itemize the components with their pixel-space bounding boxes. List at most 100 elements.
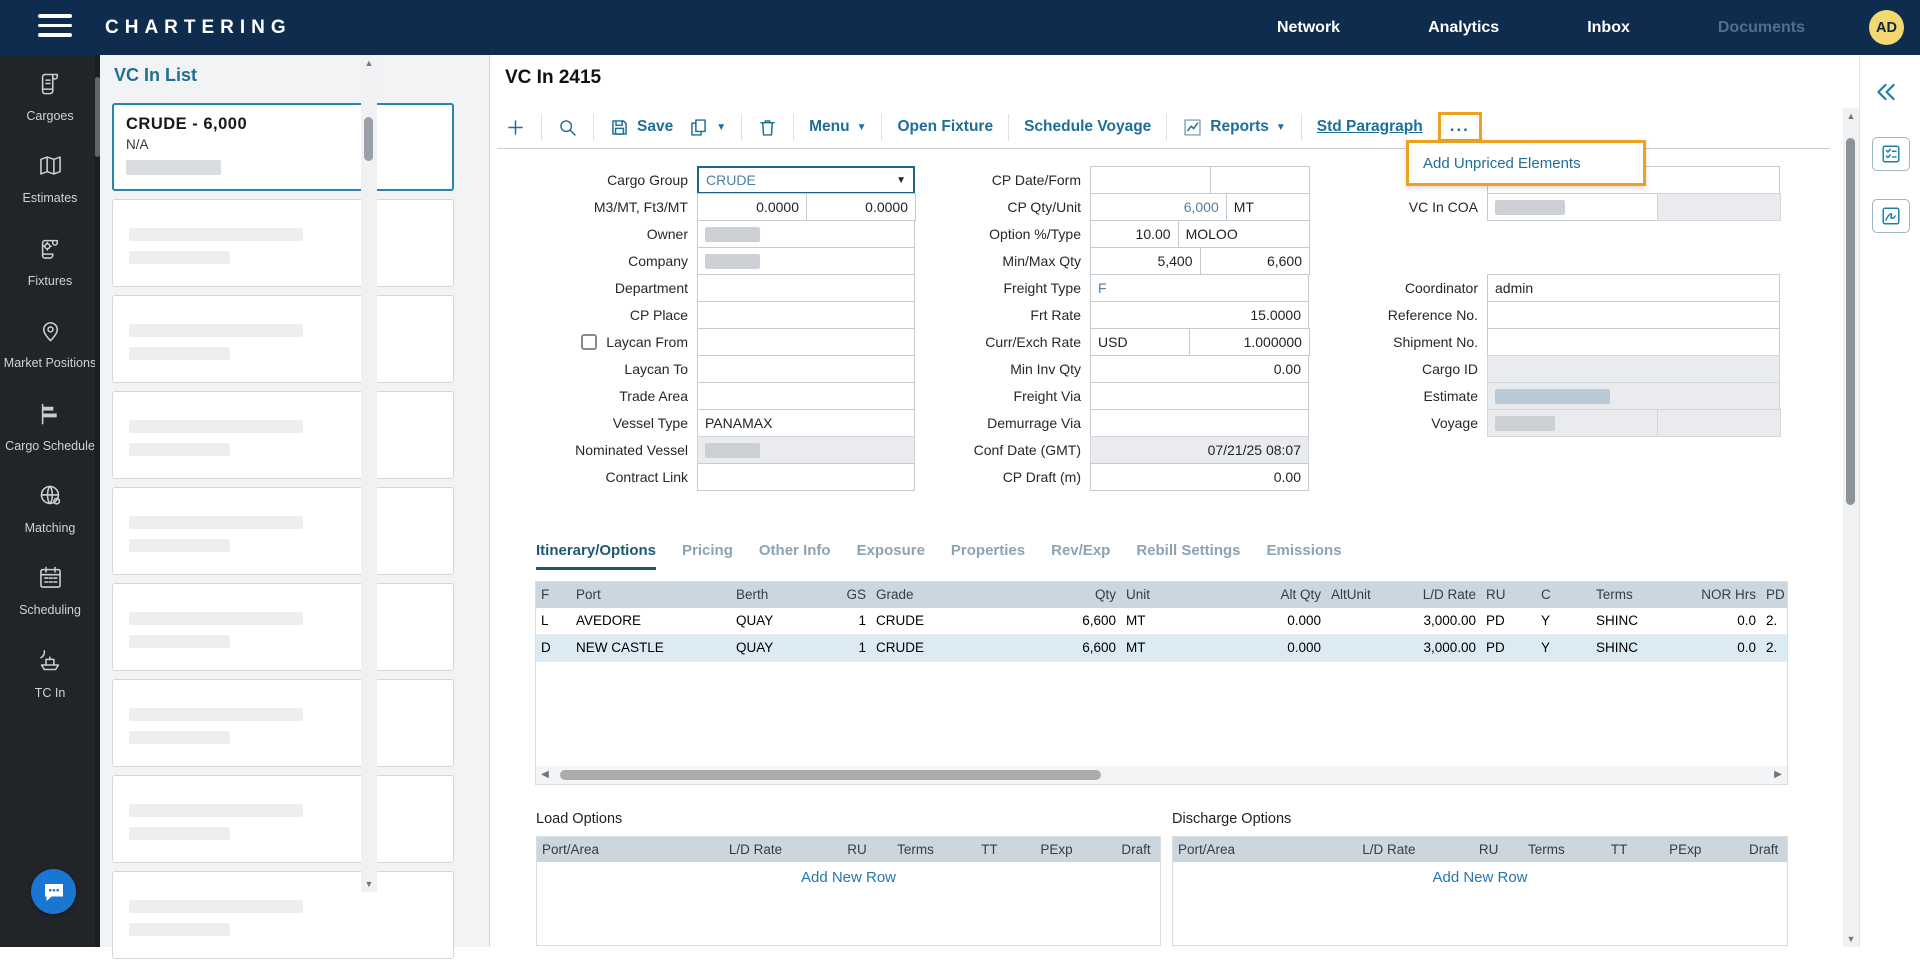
scroll-down-arrow[interactable]: ▼ [1846,934,1856,944]
field-cell-contract-link[interactable] [697,463,915,491]
column-header-alt-qty[interactable]: Alt Qty [1280,587,1321,602]
scroll-down-arrow[interactable]: ▼ [364,879,374,889]
sidebar-item-fixtures[interactable]: Fixtures [0,220,100,302]
sidebar-item-cargoes[interactable]: Cargoes [0,55,100,137]
itinerary-row[interactable]: L AVEDORE QUAY 1 CRUDE 6,600 MT 0.000 3,000.00 PD… [536,608,1787,635]
checklist-icon[interactable] [1872,137,1910,171]
main-scrollbar-thumb[interactable] [1846,138,1855,505]
scroll-left-arrow[interactable]: ◀ [541,769,549,780]
tab-other-info[interactable]: Other Info [758,542,831,559]
field-cell-trade-area[interactable] [697,382,915,410]
vc-card-placeholder[interactable] [112,487,454,575]
field-cell-reference-no[interactable] [1487,301,1780,329]
nav-item-inbox[interactable]: Inbox [1587,18,1630,36]
column-header-nor-hrs[interactable]: NOR Hrs [1701,587,1756,602]
std-paragraph-button[interactable]: Std Paragraph [1316,118,1423,135]
chat-bubble-button[interactable] [31,869,76,914]
field-cell-frt-rate[interactable]: 15.0000 [1090,301,1309,329]
column-header-f[interactable]: F [541,587,550,602]
signature-icon[interactable] [1872,199,1910,233]
field-cell-shipment-no[interactable] [1487,328,1780,356]
column-header-unit[interactable]: Unit [1126,587,1151,602]
tab-pricing[interactable]: Pricing [682,542,733,559]
field-cell-option-type[interactable]: MOLOO [1177,220,1310,248]
vc-card-selected[interactable]: CRUDE - 6,000 N/A [112,103,454,191]
field-cell-coordinator[interactable]: admin [1487,274,1780,302]
list-scrollbar-thumb[interactable] [364,117,373,161]
field-cell-department[interactable] [697,274,915,302]
field-cell-cp-date-form[interactable] [1210,166,1310,194]
field-cell-m3-mt-ft3-mt[interactable]: 0.0000 [806,193,916,221]
vc-card-placeholder[interactable] [112,871,454,959]
sidebar-item-matching[interactable]: Matching [0,467,100,549]
search-button[interactable] [557,117,578,138]
tab-emissions[interactable]: Emissions [1266,542,1342,559]
column-header-terms[interactable]: Terms [1596,587,1633,602]
field-cell-vessel-type[interactable]: PANAMAX [697,409,915,437]
add-unpriced-elements-item[interactable]: Add Unpriced Elements [1423,154,1581,172]
field-cell-freight-type[interactable]: F [1090,274,1309,302]
scroll-up-arrow[interactable]: ▲ [1846,111,1856,121]
column-header-l-d-rate[interactable]: L/D Rate [1422,587,1476,602]
field-cell-owner[interactable] [697,220,915,248]
vc-card-placeholder[interactable] [112,199,454,287]
delete-button[interactable] [757,117,778,138]
more-options-button[interactable]: ... [1437,112,1482,142]
field-cell-cp-date-form[interactable] [1090,166,1212,194]
add-new-row-link[interactable]: Add New Row [1432,868,1528,886]
scroll-up-arrow[interactable]: ▲ [364,58,374,68]
column-header-c[interactable]: C [1541,587,1551,602]
sidebar-item-cargo-schedule[interactable]: Cargo Schedule [0,385,100,467]
column-header-altunit[interactable]: AltUnit [1331,587,1371,602]
hamburger-menu-icon[interactable] [38,14,74,41]
field-cell-curr-exch-rate[interactable]: USD [1090,328,1190,356]
vc-card-placeholder[interactable] [112,583,454,671]
nav-item-documents[interactable]: Documents [1717,18,1805,36]
column-header-port[interactable]: Port [576,587,601,602]
laycan-checkbox[interactable] [581,334,598,350]
field-cell-cp-qty-unit[interactable]: 6,000 [1090,193,1227,221]
column-header-berth[interactable]: Berth [736,587,769,602]
vc-card-placeholder[interactable] [112,295,454,383]
vc-card-placeholder[interactable] [112,679,454,767]
reports-button[interactable]: Reports ▼ [1182,117,1286,138]
field-cell-min-max-qty[interactable]: 6,600 [1199,247,1310,275]
collapse-panel-icon[interactable] [1873,79,1899,110]
save-button[interactable]: Save [609,117,673,138]
field-cell-vc-in-coa[interactable] [1487,193,1658,221]
tab-rev-exp[interactable]: Rev/Exp [1051,542,1111,559]
field-cell-laycan-to[interactable] [697,355,915,383]
tab-itinerary-options[interactable]: Itinerary/Options [536,542,657,570]
field-cell-freight-via[interactable] [1090,382,1309,410]
sidebar-scrollbar-thumb[interactable] [95,77,100,157]
sidebar-item-estimates[interactable]: Estimates [0,137,100,219]
field-cell-company[interactable] [697,247,915,275]
field-cell-cp-draft-m[interactable]: 0.00 [1090,463,1309,491]
column-header-ru[interactable]: RU [1486,587,1506,602]
tab-exposure[interactable]: Exposure [856,542,925,559]
field-cell-cargo-group[interactable]: CRUDE ▼ [697,166,915,194]
copy-button[interactable]: ▼ [688,117,726,138]
schedule-voyage-button[interactable]: Schedule Voyage [1024,118,1152,135]
field-cell-m3-mt-ft3-mt[interactable]: 0.0000 [697,193,807,221]
field-cell-demurrage-via[interactable] [1090,409,1309,437]
field-cell-cp-place[interactable] [697,301,915,329]
field-cell-cp-qty-unit[interactable]: MT [1225,193,1310,221]
vc-card-placeholder[interactable] [112,391,454,479]
scroll-right-arrow[interactable]: ▶ [1774,769,1782,780]
field-cell-min-inv-qty[interactable]: 0.00 [1090,355,1309,383]
field-cell-min-max-qty[interactable]: 5,400 [1090,247,1201,275]
field-cell-laycan-from[interactable] [697,328,915,356]
field-cell-curr-exch-rate[interactable]: 1.000000 [1188,328,1310,356]
sidebar-item-tc-in[interactable]: TC In [0,632,100,714]
add-new-row-link[interactable]: Add New Row [800,868,897,886]
horizontal-scrollbar-thumb[interactable] [560,770,1101,780]
itinerary-row[interactable]: D NEW CASTLE QUAY 1 CRUDE 6,600 MT 0.000 3,000.0… [536,635,1787,662]
nav-item-analytics[interactable]: Analytics [1428,18,1500,36]
column-header-qty[interactable]: Qty [1094,587,1116,602]
tab-properties[interactable]: Properties [950,542,1026,559]
sidebar-item-scheduling[interactable]: Scheduling [0,549,100,631]
menu-button[interactable]: Menu ▼ [809,118,867,135]
nav-item-network[interactable]: Network [1276,18,1341,36]
add-button[interactable] [505,117,526,138]
